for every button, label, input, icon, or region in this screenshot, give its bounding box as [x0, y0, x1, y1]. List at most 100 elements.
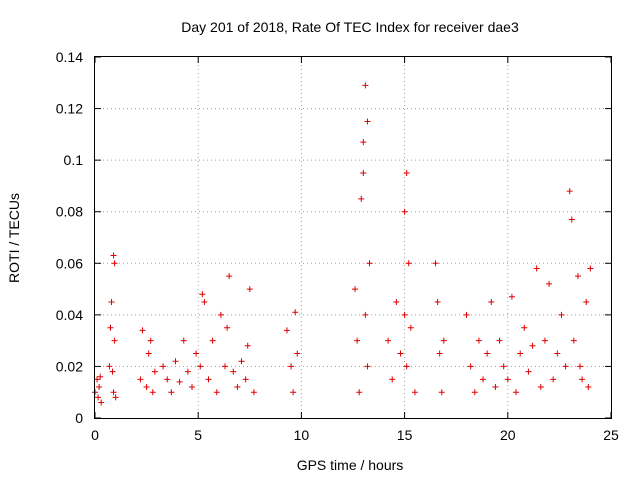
data-point	[438, 389, 445, 396]
data-point	[222, 363, 229, 370]
data-point	[201, 298, 208, 305]
plot-frame	[94, 56, 612, 419]
data-point	[147, 337, 154, 344]
data-point	[436, 350, 443, 357]
data-point	[566, 188, 573, 195]
data-point	[401, 208, 408, 215]
data-point	[96, 384, 103, 391]
data-point	[109, 368, 116, 375]
data-point	[160, 363, 167, 370]
data-point	[108, 298, 115, 305]
data-point	[488, 298, 495, 305]
data-point	[213, 389, 220, 396]
data-point	[401, 311, 408, 318]
x-tick-label: 15	[397, 427, 413, 443]
data-points	[92, 82, 594, 406]
data-point	[440, 337, 447, 344]
data-point	[217, 311, 224, 318]
data-point	[521, 324, 528, 331]
data-point	[558, 311, 565, 318]
data-point	[389, 376, 396, 383]
data-point	[238, 358, 245, 365]
data-point	[405, 260, 412, 267]
data-point	[246, 286, 253, 293]
data-point	[434, 298, 441, 305]
data-point	[176, 378, 183, 385]
x-tick-label: 5	[194, 427, 202, 443]
data-point	[184, 368, 191, 375]
data-point	[579, 376, 586, 383]
y-axis-label: ROTI / TECUs	[6, 193, 22, 283]
data-point	[224, 324, 231, 331]
y-tick-label: 0.08	[56, 204, 83, 220]
data-point	[199, 291, 206, 298]
y-tick-label: 0.04	[56, 307, 83, 323]
data-point	[362, 82, 369, 89]
data-point	[403, 363, 410, 370]
data-point	[587, 265, 594, 272]
data-point	[484, 350, 491, 357]
data-point	[110, 389, 117, 396]
x-tick-label: 20	[500, 427, 516, 443]
data-point	[360, 139, 367, 146]
data-point	[106, 363, 113, 370]
y-tick-label: 0.02	[56, 358, 83, 374]
data-point	[288, 363, 295, 370]
data-point	[352, 286, 359, 293]
data-point	[283, 327, 290, 334]
data-point	[209, 337, 216, 344]
data-point	[475, 337, 482, 344]
data-point	[111, 260, 118, 267]
data-point	[568, 216, 575, 223]
data-point	[112, 394, 119, 401]
data-point	[411, 389, 418, 396]
x-tick-label: 25	[603, 427, 619, 443]
data-point	[107, 324, 114, 331]
data-point	[294, 350, 301, 357]
y-tick-label: 0.06	[56, 255, 83, 271]
data-point	[226, 273, 233, 280]
data-point	[577, 363, 584, 370]
data-point	[360, 170, 367, 177]
data-point	[205, 376, 212, 383]
data-point	[356, 389, 363, 396]
data-point	[393, 298, 400, 305]
data-point	[585, 384, 592, 391]
data-point	[397, 350, 404, 357]
data-point	[407, 324, 414, 331]
data-point	[164, 376, 171, 383]
data-point	[180, 337, 187, 344]
data-point	[189, 384, 196, 391]
data-point	[137, 376, 144, 383]
data-point	[94, 376, 101, 383]
y-tick-label: 0.1	[64, 152, 84, 168]
y-tick-label: 0.14	[56, 49, 83, 65]
data-point	[403, 170, 410, 177]
data-point	[480, 376, 487, 383]
data-point	[463, 311, 470, 318]
data-point	[562, 363, 569, 370]
data-point	[432, 260, 439, 267]
data-point	[517, 350, 524, 357]
data-point	[492, 384, 499, 391]
data-point	[364, 118, 371, 125]
data-point	[570, 337, 577, 344]
x-axis-label: GPS time / hours	[297, 457, 404, 473]
data-point	[242, 376, 249, 383]
data-point	[250, 389, 257, 396]
data-point	[546, 280, 553, 287]
data-point	[467, 363, 474, 370]
data-point	[385, 337, 392, 344]
data-point	[145, 350, 152, 357]
data-point	[111, 337, 118, 344]
data-point	[97, 373, 104, 380]
data-point	[529, 342, 536, 349]
data-point	[143, 384, 150, 391]
data-point	[230, 368, 237, 375]
data-point	[168, 389, 175, 396]
data-point	[139, 327, 146, 334]
x-tick-label: 0	[91, 427, 99, 443]
data-point	[583, 298, 590, 305]
data-point	[537, 384, 544, 391]
